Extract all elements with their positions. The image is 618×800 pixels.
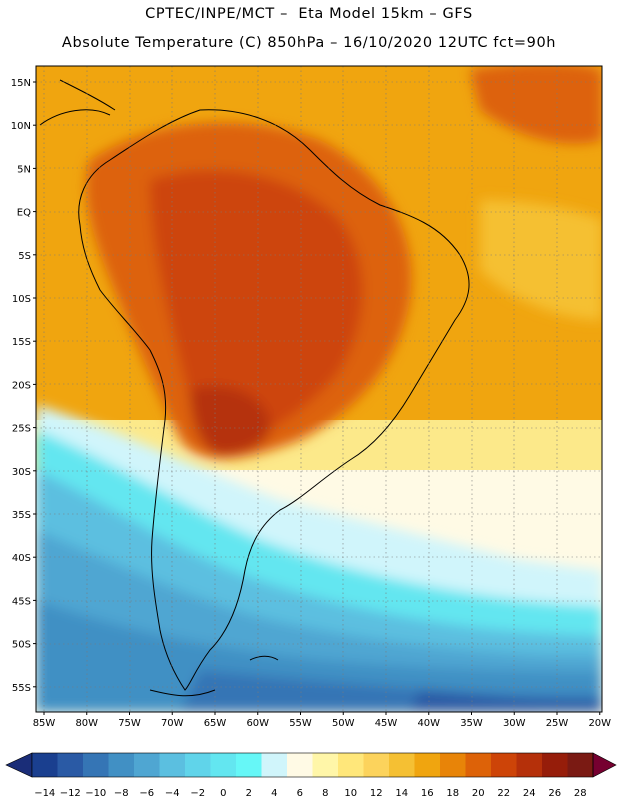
lat-label: 10N (11, 121, 31, 132)
longitude-labels: 85W 80W 75W 70W 65W 60W 55W 50W 45W 40W 35W 30W 25W 2… (33, 712, 611, 729)
colorbar-swatch (516, 753, 543, 777)
colorbar-swatch (57, 753, 84, 777)
lon-label: 70W (161, 718, 184, 729)
colorbar-swatch (491, 753, 517, 777)
lon-label: 40W (417, 718, 440, 729)
lon-label: 20W (588, 718, 611, 729)
map-title-line1: CPTEC/INPE/MCT – Eta Model 15km – GFS (145, 6, 473, 22)
colorbar-swatch (108, 753, 135, 777)
colorbar-label: −4 (165, 788, 180, 799)
colorbar-swatch (465, 753, 492, 777)
colorbar-swatch (567, 753, 594, 777)
colorbar-swatch (159, 753, 186, 777)
colorbar-label: 16 (421, 788, 434, 799)
colorbar-swatch (185, 753, 211, 777)
colorbar-label: 20 (472, 788, 485, 799)
colorbar-label: 12 (370, 788, 383, 799)
colorbar-swatch (287, 753, 313, 777)
colorbar-label: 24 (523, 788, 536, 799)
colorbar-swatch (363, 753, 390, 777)
colorbar-label: 26 (548, 788, 561, 799)
colorbar-label: −6 (139, 788, 154, 799)
colorbar-label: 10 (344, 788, 357, 799)
lon-label: 85W (33, 718, 56, 729)
colorbar-label: −12 (60, 788, 81, 799)
lat-label: 35S (12, 510, 31, 521)
lat-label: 15S (12, 337, 31, 348)
lon-label: 45W (375, 718, 398, 729)
lat-label: 50S (12, 640, 31, 651)
colorbar-label: 28 (574, 788, 587, 799)
lon-label: 65W (204, 718, 227, 729)
lon-label: 30W (503, 718, 526, 729)
colorbar-border (31, 752, 594, 778)
lon-label: 35W (460, 718, 483, 729)
colorbar-swatch (312, 753, 339, 777)
map-frame (35, 65, 603, 713)
colorbar-swatch (440, 753, 466, 777)
lat-label: 5S (18, 251, 31, 262)
colorbar-swatch (236, 753, 262, 777)
lat-label: 30S (12, 467, 31, 478)
latitude-labels: 15N 10N 5N EQ 5S 10S 15S 20S 25S 30S 35S 40S 45S 50S 5… (11, 78, 36, 694)
colorbar-swatch (389, 753, 415, 777)
colorbar-label: 18 (446, 788, 459, 799)
colorbar-label: 22 (497, 788, 510, 799)
lat-label: 55S (12, 683, 31, 694)
colorbar-swatch (542, 753, 568, 777)
lon-label: 80W (75, 718, 98, 729)
lon-label: 55W (289, 718, 312, 729)
colorbar: −14 −12 −10 −8 −6 −4 −2 0 2 4 6 8 10 12 14 16 18 20 22 24 26… (5, 752, 617, 799)
map-title-line2: Absolute Temperature (C) 850hPa – 16/10/… (61, 35, 557, 51)
colorbar-label: −8 (114, 788, 129, 799)
coastline (39, 79, 470, 697)
colorbar-swatch (338, 753, 364, 777)
lat-label: 45S (12, 596, 31, 607)
colorbar-label: 6 (297, 788, 303, 799)
colorbar-label: 4 (271, 788, 277, 799)
lat-label: 20S (12, 380, 31, 391)
lat-label: 15N (11, 78, 31, 89)
colorbar-label: 14 (395, 788, 408, 799)
colorbar-swatch (261, 753, 288, 777)
temperature-field (36, 66, 602, 712)
colorbar-swatch (134, 753, 160, 777)
lat-label: EQ (17, 208, 31, 219)
colorbar-label: 0 (220, 788, 226, 799)
colorbar-label: −2 (190, 788, 205, 799)
colorbar-swatch (83, 753, 109, 777)
colorbar-label: 8 (322, 788, 328, 799)
lat-label: 40S (12, 553, 31, 564)
colorbar-label: −14 (34, 788, 55, 799)
lat-label: 10S (12, 294, 31, 305)
lon-label: 60W (246, 718, 269, 729)
colorbar-swatch (210, 753, 237, 777)
colorbar-swatch (32, 753, 58, 777)
lon-label: 50W (332, 718, 355, 729)
colorbar-left-arrow (5, 752, 33, 778)
colorbar-label: 2 (246, 788, 252, 799)
lon-label: 75W (118, 718, 141, 729)
lat-label: 25S (12, 424, 31, 435)
colorbar-label: −10 (85, 788, 106, 799)
colorbar-swatch (414, 753, 441, 777)
colorbar-right-arrow (592, 752, 617, 778)
lon-label: 25W (546, 718, 569, 729)
lat-label: 5N (17, 164, 31, 175)
